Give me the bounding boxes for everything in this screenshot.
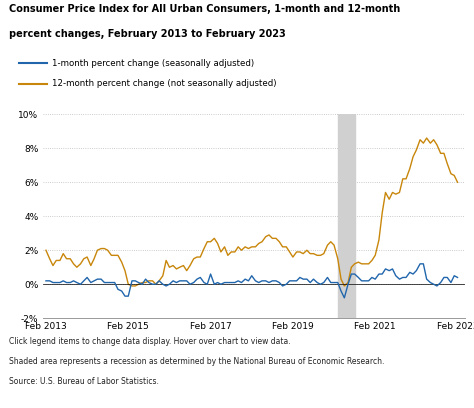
Text: percent changes, February 2013 to February 2023: percent changes, February 2013 to Februa… [9,29,286,39]
Bar [338,114,355,318]
Text: 12-month percent change (not seasonally adjusted): 12-month percent change (not seasonally … [52,79,277,88]
Text: Shaded area represents a recession as determined by the National Bureau of Econo: Shaded area represents a recession as de… [9,357,385,366]
Text: Consumer Price Index for All Urban Consumers, 1-month and 12-month: Consumer Price Index for All Urban Consu… [9,4,401,14]
Text: Source: U.S. Bureau of Labor Statistics.: Source: U.S. Bureau of Labor Statistics. [9,377,159,386]
Text: Click legend items to change data display. Hover over chart to view data.: Click legend items to change data displa… [9,337,291,346]
Text: 1-month percent change (seasonally adjusted): 1-month percent change (seasonally adjus… [52,59,254,68]
